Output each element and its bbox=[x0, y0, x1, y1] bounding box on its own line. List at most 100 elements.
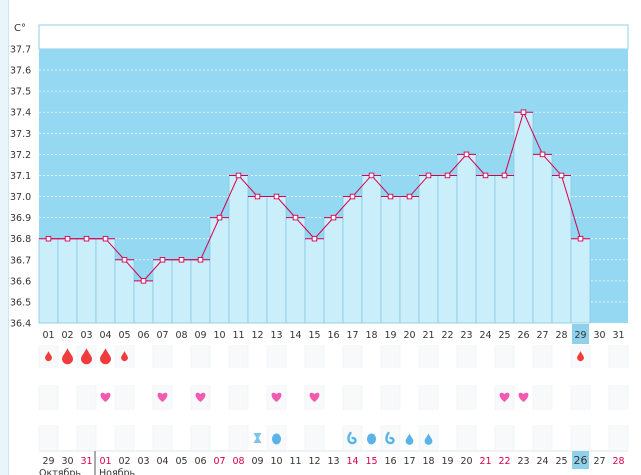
temperature-point[interactable] bbox=[178, 257, 185, 263]
x-tick-label[interactable]: 09 bbox=[194, 330, 206, 341]
marker-row-cell[interactable] bbox=[134, 345, 153, 368]
temperature-point[interactable] bbox=[501, 172, 508, 179]
marker-row-cell[interactable] bbox=[153, 345, 172, 368]
cycle-day-label[interactable]: 16 bbox=[384, 456, 396, 467]
x-tick-label[interactable]: 23 bbox=[460, 330, 472, 341]
cycle-day-label[interactable]: 25 bbox=[555, 456, 567, 467]
marker-row-cell[interactable] bbox=[590, 385, 609, 410]
marker-row-cell[interactable] bbox=[229, 385, 248, 410]
cycle-day-label[interactable]: 15 bbox=[365, 456, 377, 467]
marker-row-cell[interactable] bbox=[343, 345, 362, 368]
marker-row-cell[interactable] bbox=[552, 385, 571, 410]
marker-row-cell[interactable] bbox=[476, 345, 495, 368]
temperature-point[interactable] bbox=[539, 151, 546, 158]
marker-row-cell[interactable] bbox=[172, 345, 191, 368]
marker-row-cell[interactable] bbox=[267, 345, 286, 368]
x-tick-label[interactable]: 07 bbox=[156, 330, 168, 341]
marker-row-cell[interactable] bbox=[438, 345, 457, 368]
x-tick-label[interactable]: 17 bbox=[346, 330, 358, 341]
marker-row-cell[interactable] bbox=[96, 425, 115, 450]
cycle-day-label[interactable]: 05 bbox=[175, 456, 187, 467]
marker-row-cell[interactable] bbox=[324, 385, 343, 410]
temperature-point[interactable] bbox=[577, 235, 584, 242]
cycle-day-label[interactable]: 30 bbox=[61, 456, 73, 467]
marker-row-cell[interactable] bbox=[533, 425, 552, 450]
temperature-point[interactable] bbox=[387, 193, 394, 200]
cycle-day-label[interactable]: 20 bbox=[460, 456, 472, 467]
cycle-day-label[interactable]: 06 bbox=[194, 456, 206, 467]
marker-row-cell[interactable] bbox=[172, 425, 191, 450]
marker-row-cell[interactable] bbox=[571, 425, 590, 450]
x-tick-label[interactable]: 28 bbox=[555, 330, 567, 341]
temperature-point[interactable] bbox=[140, 278, 147, 284]
x-tick-label[interactable]: 24 bbox=[479, 330, 491, 341]
marker-row-cell[interactable] bbox=[590, 425, 609, 450]
marker-row-cell[interactable] bbox=[495, 425, 514, 450]
x-tick-label[interactable]: 02 bbox=[61, 330, 73, 341]
marker-row-cell[interactable] bbox=[533, 385, 552, 410]
cycle-day-label[interactable]: 28 bbox=[612, 456, 624, 467]
x-tick-label[interactable]: 05 bbox=[118, 330, 130, 341]
cycle-day-label[interactable]: 14 bbox=[346, 456, 358, 467]
x-tick-label[interactable]: 26 bbox=[517, 330, 529, 341]
marker-row-cell[interactable] bbox=[609, 425, 628, 450]
marker-row-cell[interactable] bbox=[210, 425, 229, 450]
marker-row-cell[interactable] bbox=[381, 385, 400, 410]
marker-row-cell[interactable] bbox=[286, 425, 305, 450]
temperature-point[interactable] bbox=[463, 151, 470, 158]
x-tick-label[interactable]: 15 bbox=[308, 330, 320, 341]
temperature-point[interactable] bbox=[292, 214, 299, 221]
x-tick-label[interactable]: 16 bbox=[327, 330, 339, 341]
marker-row-cell[interactable] bbox=[457, 425, 476, 450]
cycle-day-label[interactable]: 08 bbox=[232, 456, 244, 467]
marker-row-cell[interactable] bbox=[552, 425, 571, 450]
cycle-day-label[interactable]: 04 bbox=[156, 456, 168, 467]
cycle-day-label[interactable]: 18 bbox=[422, 456, 434, 467]
marker-row-cell[interactable] bbox=[77, 385, 96, 410]
marker-row-cell[interactable] bbox=[305, 425, 324, 450]
x-tick-label[interactable]: 18 bbox=[365, 330, 377, 341]
cycle-day-label[interactable]: 11 bbox=[289, 456, 301, 467]
marker-row-cell[interactable] bbox=[172, 385, 191, 410]
marker-row-cell[interactable] bbox=[39, 385, 58, 410]
marker-row-cell[interactable] bbox=[495, 345, 514, 368]
cycle-day-label[interactable]: 21 bbox=[479, 456, 491, 467]
marker-row-cell[interactable] bbox=[248, 345, 267, 368]
marker-row-cell[interactable] bbox=[134, 385, 153, 410]
x-tick-label[interactable]: 19 bbox=[384, 330, 396, 341]
cycle-day-label[interactable]: 01 bbox=[99, 456, 111, 467]
x-tick-label[interactable]: 06 bbox=[137, 330, 149, 341]
temperature-point[interactable] bbox=[121, 257, 128, 263]
temperature-point[interactable] bbox=[159, 257, 166, 263]
cycle-day-label[interactable]: 27 bbox=[593, 456, 605, 467]
cycle-day-label[interactable]: 31 bbox=[80, 456, 92, 467]
marker-row-cell[interactable] bbox=[514, 345, 533, 368]
temperature-point[interactable] bbox=[235, 172, 242, 179]
temperature-point[interactable] bbox=[406, 193, 413, 200]
cycle-day-label[interactable]: 17 bbox=[403, 456, 415, 467]
marker-row-cell[interactable] bbox=[609, 345, 628, 368]
marker-row-cell[interactable] bbox=[590, 345, 609, 368]
cycle-day-label[interactable]: 02 bbox=[118, 456, 130, 467]
x-tick-label[interactable]: 25 bbox=[498, 330, 510, 341]
temperature-point[interactable] bbox=[444, 172, 451, 179]
temperature-point[interactable] bbox=[273, 193, 280, 200]
x-tick-label[interactable]: 12 bbox=[251, 330, 263, 341]
temperature-point[interactable] bbox=[482, 172, 489, 179]
marker-row-cell[interactable] bbox=[58, 385, 77, 410]
cycle-day-label[interactable]: 23 bbox=[517, 456, 529, 467]
temperature-point[interactable] bbox=[520, 109, 527, 115]
temperature-point[interactable] bbox=[349, 193, 356, 200]
marker-row-cell[interactable] bbox=[476, 425, 495, 450]
temperature-point[interactable] bbox=[368, 172, 375, 179]
marker-row-cell[interactable] bbox=[362, 345, 381, 368]
cycle-day-label[interactable]: 12 bbox=[308, 456, 320, 467]
marker-row-cell[interactable] bbox=[362, 385, 381, 410]
cycle-day-label[interactable]: 10 bbox=[270, 456, 282, 467]
marker-row-cell[interactable] bbox=[457, 385, 476, 410]
cycle-day-label[interactable]: 07 bbox=[213, 456, 225, 467]
x-tick-label[interactable]: 08 bbox=[175, 330, 187, 341]
temperature-point[interactable] bbox=[558, 172, 565, 179]
marker-row-cell[interactable] bbox=[457, 345, 476, 368]
marker-row-cell[interactable] bbox=[134, 425, 153, 450]
